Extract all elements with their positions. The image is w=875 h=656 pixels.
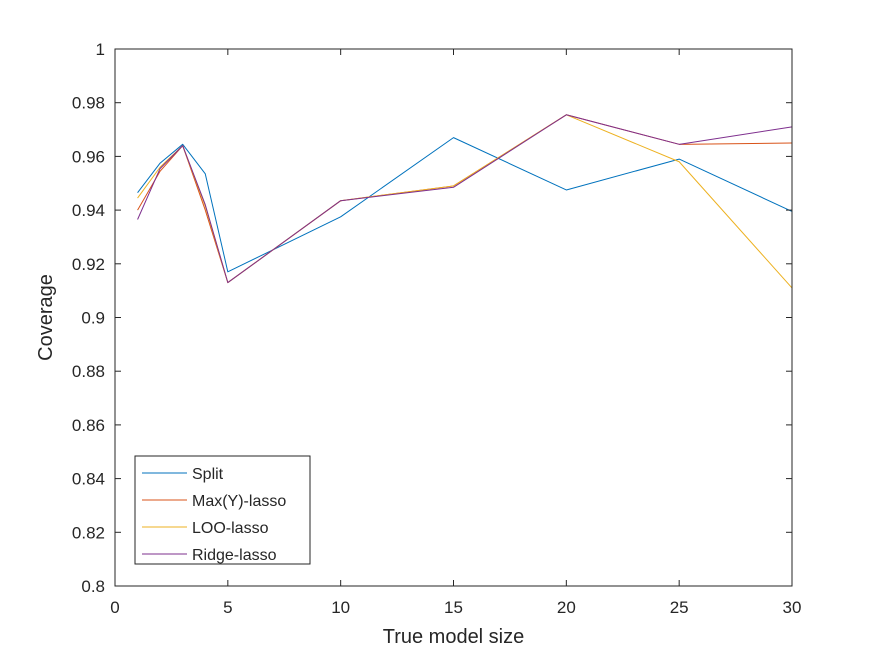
legend-label-ridge-lasso: Ridge-lasso bbox=[192, 547, 277, 564]
y-tick-label: 1 bbox=[96, 40, 105, 59]
x-tick-label: 0 bbox=[110, 598, 119, 617]
series-layer bbox=[137, 114, 793, 289]
x-axis-label: True model size bbox=[383, 626, 525, 648]
x-tick-label: 25 bbox=[670, 598, 689, 617]
x-tick-label: 15 bbox=[444, 598, 463, 617]
legend-label-loo-lasso: LOO-lasso bbox=[192, 520, 269, 537]
series-line-ridge-lasso bbox=[137, 114, 793, 284]
y-tick-label: 0.9 bbox=[81, 309, 105, 328]
x-axis: 0 5 10 15 20 25 30 bbox=[110, 49, 801, 617]
y-tick-label: 0.86 bbox=[72, 416, 105, 435]
x-tick-label: 5 bbox=[223, 598, 232, 617]
legend-label-split: Split bbox=[192, 466, 224, 483]
legend-label-max-y-lasso: Max(Y)-lasso bbox=[192, 493, 286, 510]
y-tick-label: 0.82 bbox=[72, 523, 105, 542]
series-line-split bbox=[137, 137, 793, 273]
y-tick-label: 0.96 bbox=[72, 147, 105, 166]
y-axis: 0.8 0.82 0.84 0.86 0.88 0.9 0.92 0.94 0.96 0.98 1 bbox=[72, 40, 792, 596]
y-tick-label: 0.94 bbox=[72, 201, 105, 220]
y-tick-label: 0.98 bbox=[72, 94, 105, 113]
y-tick-label: 0.84 bbox=[72, 470, 105, 489]
y-tick-label: 0.92 bbox=[72, 255, 105, 274]
x-tick-label: 30 bbox=[783, 598, 802, 617]
y-tick-label: 0.8 bbox=[81, 577, 105, 596]
x-tick-label: 10 bbox=[331, 598, 350, 617]
x-tick-label: 20 bbox=[557, 598, 576, 617]
legend: Split Max(Y)-lasso LOO-lasso Ridge-lasso bbox=[134, 455, 311, 565]
legend-box bbox=[134, 455, 311, 565]
y-tick-label: 0.88 bbox=[72, 362, 105, 381]
y-axis-label: Coverage bbox=[35, 274, 57, 361]
